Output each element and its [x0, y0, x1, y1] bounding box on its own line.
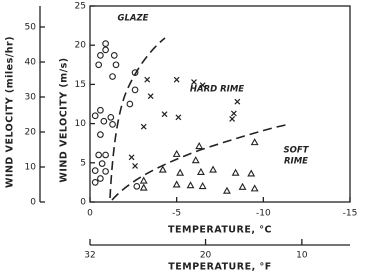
x2-axis-label: TEMPERATURE, °F — [168, 262, 271, 273]
plot-frame — [89, 5, 351, 203]
x-axis-label: TEMPERATURE, °C — [168, 225, 272, 236]
point — [100, 117, 108, 125]
y2-tick-label: 10 — [25, 163, 37, 173]
point — [238, 182, 247, 190]
point — [161, 111, 168, 118]
y2-tick-label: 30 — [25, 93, 37, 103]
point — [132, 163, 138, 169]
point — [140, 123, 147, 130]
annotation: GLAZE — [118, 14, 149, 24]
y2-tick-label: 50 — [25, 23, 37, 33]
point — [176, 168, 185, 176]
point — [172, 149, 181, 157]
x2-tick-label: 10 — [296, 251, 308, 261]
y2-tick-label: 40 — [25, 58, 37, 68]
y-tick-label: 15 — [75, 80, 86, 90]
point — [172, 180, 181, 188]
soft-rime-boundary — [111, 123, 291, 201]
point — [131, 69, 139, 76]
y2-axis-label: WIND VELOCITY (miles/hr) — [5, 36, 16, 188]
y-tick-label: 0 — [80, 198, 86, 208]
point — [175, 114, 182, 121]
point — [250, 138, 259, 146]
point — [147, 93, 154, 100]
point — [95, 61, 103, 69]
y2-tick-label: 20 — [25, 128, 37, 138]
point — [191, 79, 197, 85]
point — [128, 154, 135, 161]
point — [97, 106, 104, 114]
y-axis-label: WIND VELOCITY (m/s) — [59, 57, 70, 182]
y-tick-label: 10 — [75, 119, 87, 129]
point — [234, 98, 241, 105]
point — [91, 167, 99, 174]
annotation: RIME — [284, 157, 308, 167]
point — [139, 176, 148, 184]
point — [209, 165, 218, 173]
point — [98, 160, 106, 167]
point — [250, 184, 259, 192]
x-tick-label: -5 — [172, 209, 181, 219]
point — [247, 169, 256, 177]
annotation: HARD RIME — [190, 85, 244, 95]
point — [97, 52, 104, 59]
point — [107, 113, 115, 121]
point — [110, 52, 118, 59]
x-tick-label: 0 — [87, 209, 93, 219]
point — [102, 168, 109, 175]
point — [199, 82, 206, 89]
point — [158, 165, 167, 173]
y-tick-label: 5 — [80, 158, 86, 168]
point — [144, 76, 151, 83]
point — [102, 151, 109, 159]
point — [195, 142, 204, 150]
y-tick-label: 25 — [75, 2, 86, 12]
x-tick-label: -10 — [256, 209, 271, 219]
point — [131, 86, 139, 94]
point — [198, 181, 207, 190]
point — [229, 115, 236, 122]
y-tick-label: 20 — [75, 41, 87, 51]
point — [97, 175, 104, 182]
point — [102, 46, 109, 54]
point — [186, 181, 195, 189]
point — [97, 131, 104, 138]
y2-tick-label: 0 — [30, 198, 36, 208]
glaze-boundary — [109, 37, 166, 199]
point — [139, 183, 148, 191]
point — [191, 156, 200, 164]
x2-tick-label: 32 — [84, 251, 95, 261]
x2-tick-label: 20 — [200, 251, 212, 261]
point — [222, 186, 231, 194]
point — [91, 179, 99, 186]
x-tick-label: -15 — [343, 209, 358, 219]
point — [109, 121, 116, 128]
point — [196, 167, 205, 175]
point — [95, 151, 103, 159]
point — [230, 110, 237, 117]
point — [112, 61, 120, 69]
annotation: SOFT — [284, 146, 310, 156]
point — [91, 112, 99, 120]
point — [133, 182, 141, 190]
point — [231, 168, 240, 176]
point — [102, 40, 109, 47]
point — [173, 76, 180, 83]
point — [109, 73, 116, 80]
point — [126, 100, 134, 108]
